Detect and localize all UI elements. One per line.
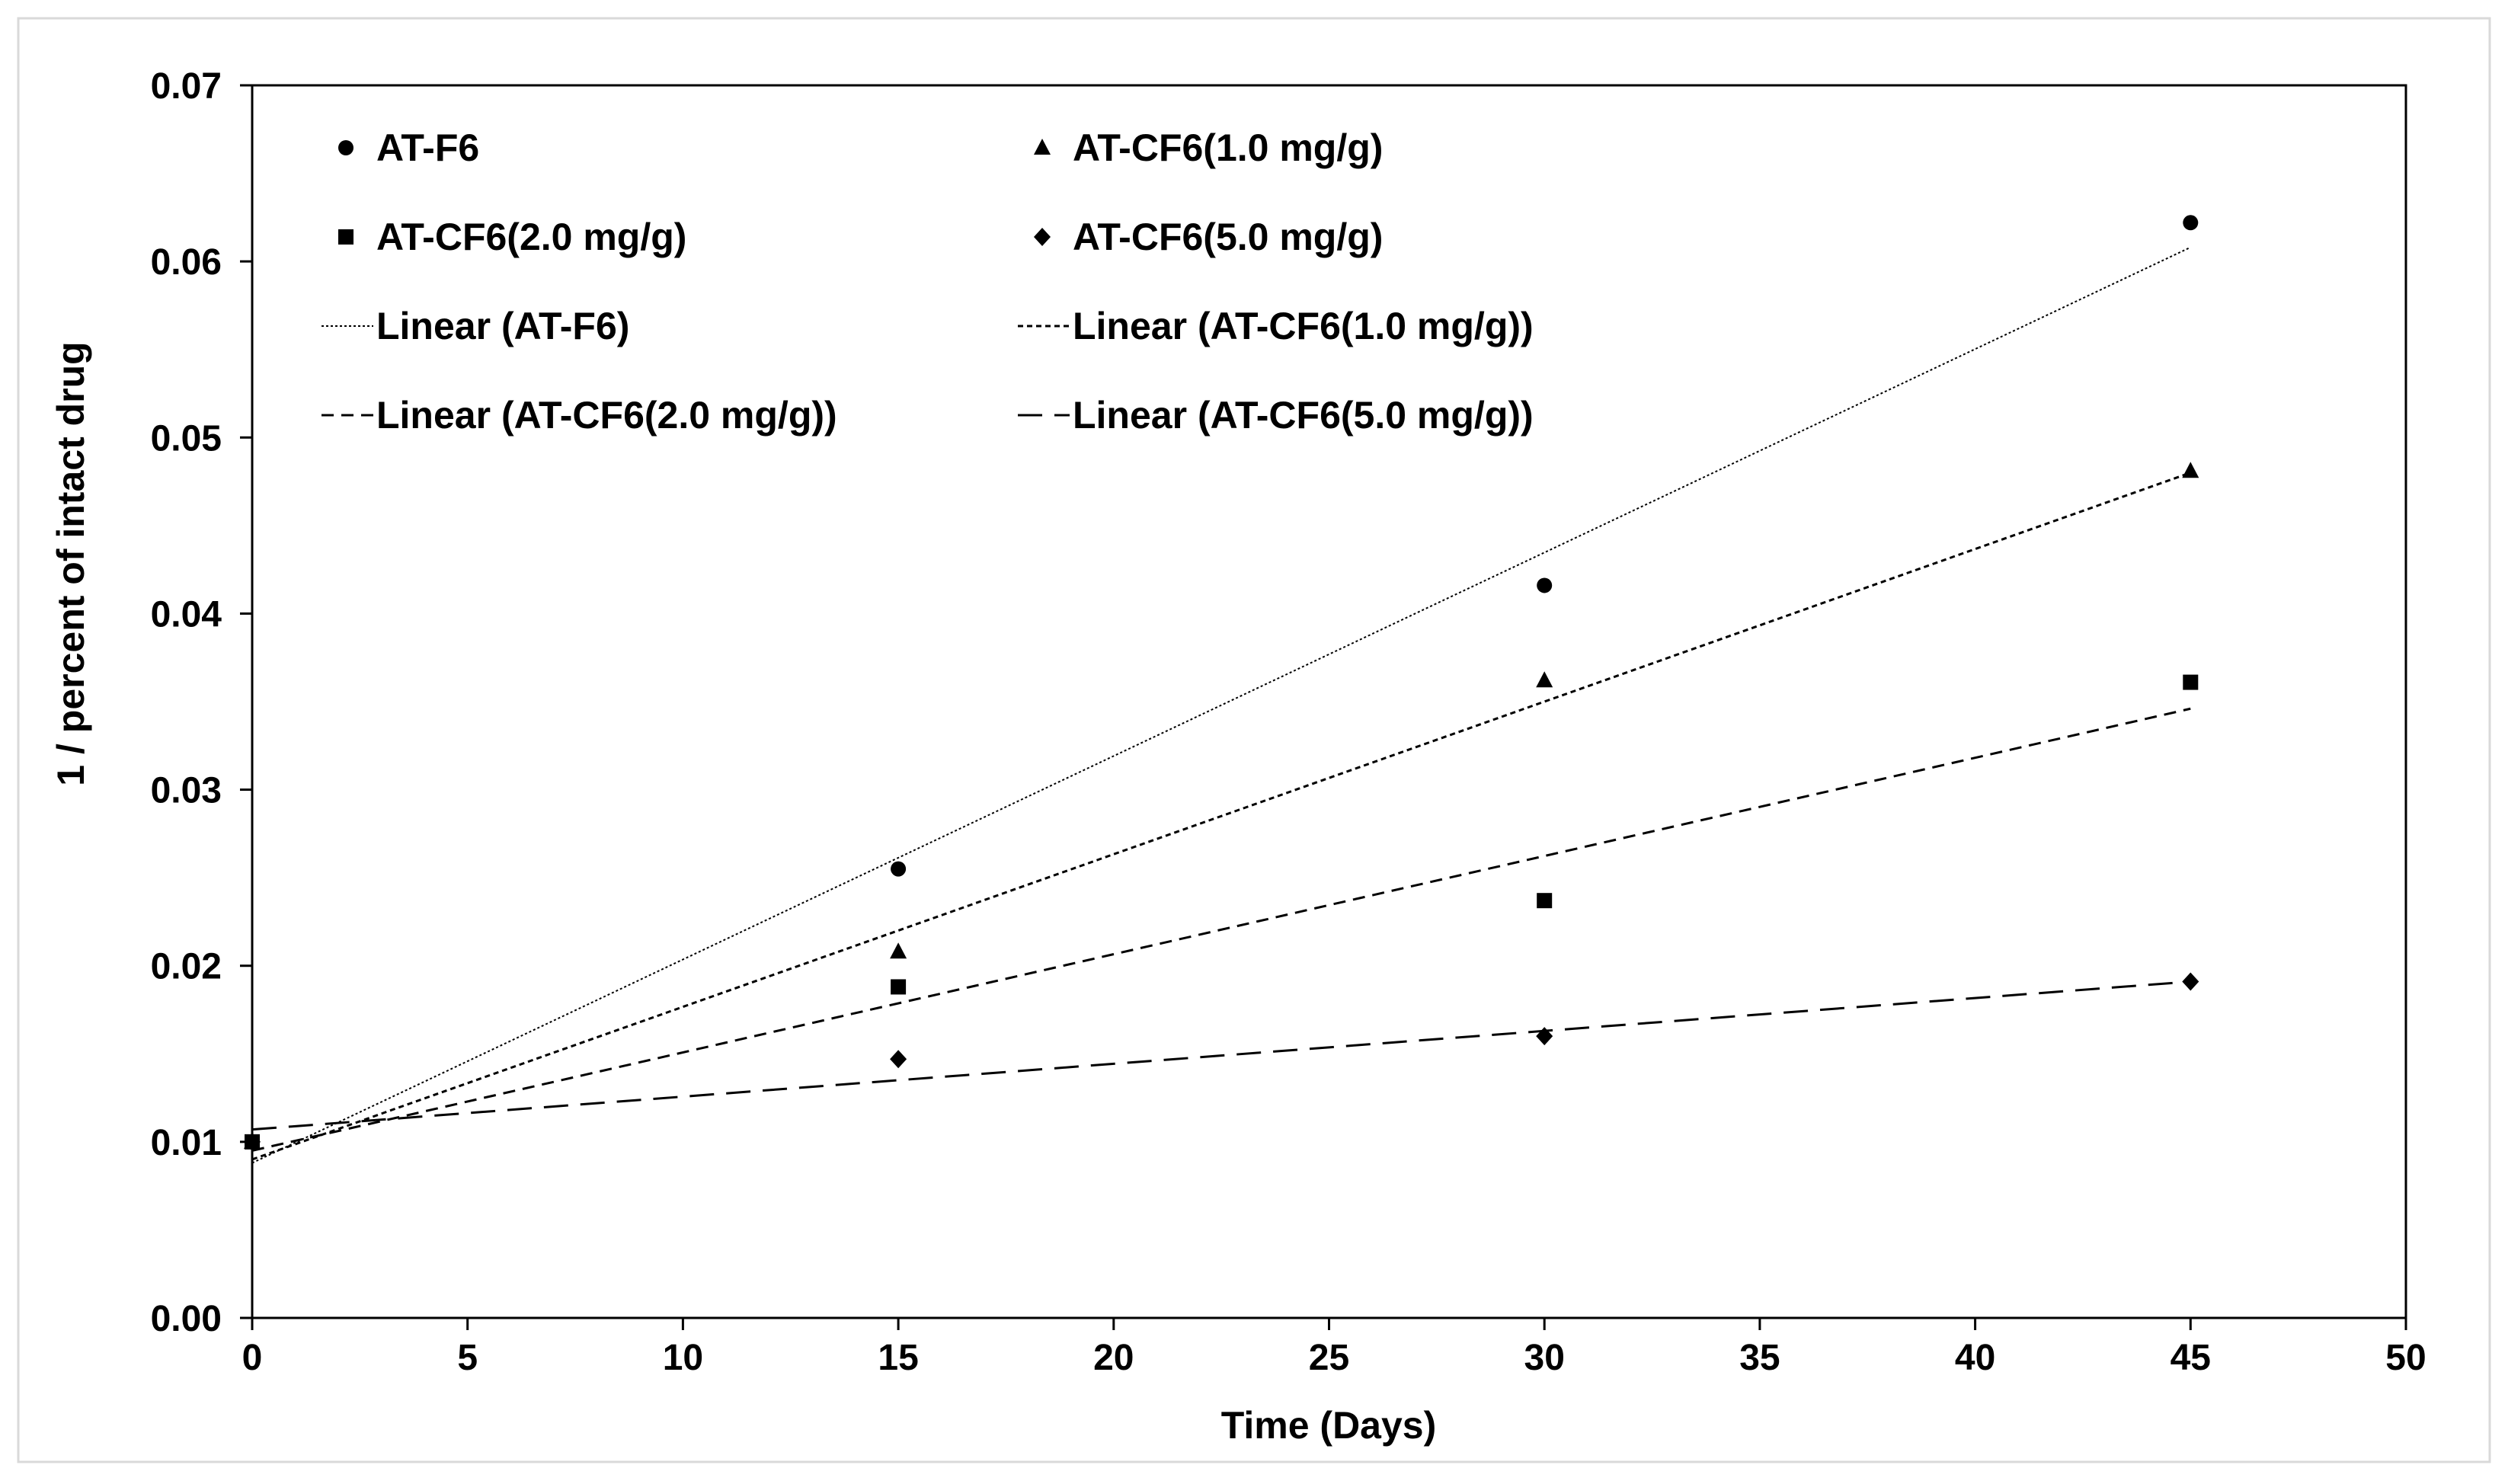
data-point-triangle xyxy=(2182,462,2199,478)
y-axis-label: 1 / percent of intact drug xyxy=(50,341,92,785)
legend-marker-square xyxy=(338,229,353,245)
trendline-square xyxy=(251,707,2191,1152)
data-markers xyxy=(244,215,2199,1151)
y-tick-label: 0.04 xyxy=(151,594,222,635)
x-tick-label: 10 xyxy=(663,1338,703,1378)
legend-label: Linear (AT-CF6(1.0 mg/g)) xyxy=(1073,305,1534,347)
legend-marker-diamond xyxy=(1034,228,1051,246)
data-point-triangle xyxy=(890,942,907,959)
y-tick-label: 0.06 xyxy=(151,242,222,283)
x-tick-label: 0 xyxy=(242,1338,263,1378)
x-tick-label: 5 xyxy=(457,1338,478,1378)
legend-label: Linear (AT-F6) xyxy=(376,305,629,347)
data-point-circle xyxy=(891,861,907,877)
trendline-diamond xyxy=(251,980,2191,1131)
trendline-circle xyxy=(251,246,2191,1164)
x-tick-label: 35 xyxy=(1739,1338,1780,1378)
y-tick-label: 0.05 xyxy=(151,418,222,459)
x-tick-label: 25 xyxy=(1309,1338,1349,1378)
x-tick-label: 20 xyxy=(1093,1338,1134,1378)
legend-label: Linear (AT-CF6(5.0 mg/g)) xyxy=(1073,394,1534,437)
trendline-triangle xyxy=(251,472,2191,1161)
legend-marker-circle xyxy=(338,140,353,155)
y-axis: 0.00 0.01 0.02 0.03 0.04 0.05 0.06 0.07 xyxy=(151,66,252,1339)
legend: AT-F6 AT-CF6(1.0 mg/g) AT-CF6(2.0 mg/g) AT-… xyxy=(321,126,1534,437)
data-point-diamond xyxy=(1536,1027,1553,1046)
x-tick-label: 30 xyxy=(1524,1338,1565,1378)
x-tick-label: 45 xyxy=(2171,1338,2211,1378)
y-tick-label: 0.00 xyxy=(151,1299,222,1339)
legend-label: Linear (AT-CF6(2.0 mg/g)) xyxy=(376,394,837,437)
data-point-circle xyxy=(1537,577,1553,593)
y-tick-label: 0.07 xyxy=(151,66,222,107)
x-tick-label: 50 xyxy=(2385,1338,2426,1378)
trendlines xyxy=(251,246,2191,1164)
data-point-square xyxy=(1537,893,1553,909)
x-tick-label: 40 xyxy=(1955,1338,1995,1378)
data-point-diamond xyxy=(2182,972,2199,991)
x-axis: 0 5 10 15 20 25 30 35 40 45 50 xyxy=(242,1318,2426,1378)
legend-label: AT-CF6(2.0 mg/g) xyxy=(376,216,686,258)
legend-label: AT-CF6(5.0 mg/g) xyxy=(1073,216,1383,258)
x-axis-label: Time (Days) xyxy=(1221,1404,1437,1447)
data-point-circle xyxy=(2183,215,2199,231)
data-point-diamond xyxy=(890,1050,907,1069)
y-tick-label: 0.01 xyxy=(151,1123,222,1163)
y-tick-label: 0.03 xyxy=(151,771,222,811)
plot-area xyxy=(251,84,2407,1319)
data-point-square xyxy=(891,979,907,995)
data-point-triangle xyxy=(1536,671,1553,688)
y-tick-label: 0.02 xyxy=(151,947,222,987)
legend-marker-triangle xyxy=(1034,139,1051,155)
x-tick-label: 15 xyxy=(878,1338,918,1378)
data-point-square xyxy=(2183,674,2199,690)
data-point-diamond xyxy=(244,1132,261,1151)
legend-label: AT-F6 xyxy=(376,126,479,169)
legend-label: AT-CF6(1.0 mg/g) xyxy=(1073,126,1383,169)
